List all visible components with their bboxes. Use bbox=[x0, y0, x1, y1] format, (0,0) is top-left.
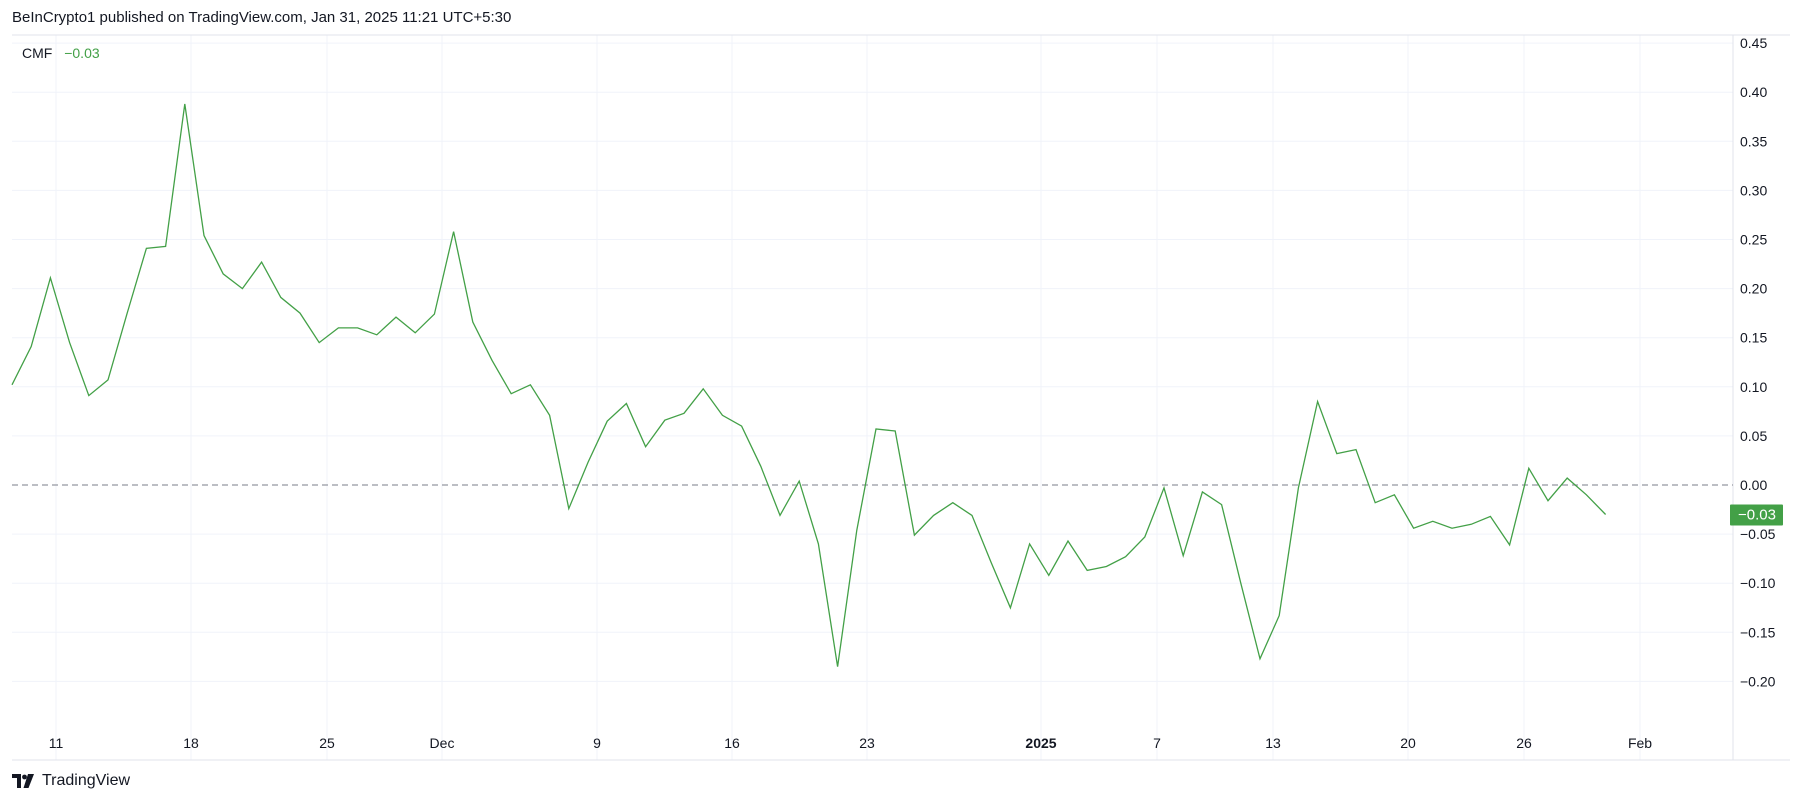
x-tick-label: 16 bbox=[724, 735, 740, 751]
y-tick-label: 0.05 bbox=[1740, 428, 1767, 444]
grid-lines bbox=[12, 35, 1733, 760]
x-tick-label: 2025 bbox=[1025, 735, 1056, 751]
y-tick-label: −0.20 bbox=[1740, 673, 1776, 689]
y-tick-label: 0.20 bbox=[1740, 281, 1767, 297]
x-tick-label: 13 bbox=[1265, 735, 1281, 751]
y-axis[interactable]: 0.45 0.40 0.35 0.30 0.25 0.20 0.15 0.10 0.05 0.00… bbox=[1740, 35, 1776, 689]
y-tick-label: −0.05 bbox=[1740, 526, 1776, 542]
tradingview-logo[interactable]: TradingView bbox=[12, 772, 130, 790]
y-tick-label: 0.25 bbox=[1740, 232, 1767, 248]
last-value-text: −0.03 bbox=[1738, 506, 1776, 523]
y-tick-label: 0.35 bbox=[1740, 133, 1767, 149]
x-tick-label: 7 bbox=[1153, 735, 1161, 751]
tradingview-logo-icon bbox=[12, 774, 34, 788]
cmf-series-line bbox=[11, 103, 1607, 667]
x-tick-label: Dec bbox=[430, 735, 455, 751]
x-tick-label: Feb bbox=[1628, 735, 1652, 751]
y-tick-label: 0.40 bbox=[1740, 84, 1767, 100]
x-tick-label: 26 bbox=[1516, 735, 1532, 751]
x-axis[interactable]: 11 18 25 Dec 9 16 23 2025 7 13 20 26 Feb bbox=[49, 735, 1653, 751]
brand-name: TradingView bbox=[42, 772, 131, 789]
publish-info: BeInCrypto1 published on TradingView.com… bbox=[12, 9, 512, 26]
x-tick-label: 20 bbox=[1400, 735, 1416, 751]
indicator-legend[interactable]: CMF −0.03 bbox=[22, 45, 100, 61]
y-tick-label: 0.15 bbox=[1740, 330, 1767, 346]
indicator-name: CMF bbox=[22, 45, 53, 61]
x-tick-label: 25 bbox=[319, 735, 335, 751]
x-tick-label: 11 bbox=[49, 735, 64, 751]
indicator-value: −0.03 bbox=[64, 45, 100, 61]
last-value-label: −0.03 bbox=[1730, 504, 1783, 526]
y-tick-label: 0.30 bbox=[1740, 182, 1767, 198]
x-tick-label: 23 bbox=[859, 735, 875, 751]
x-tick-label: 18 bbox=[183, 735, 199, 751]
y-tick-label: −0.10 bbox=[1740, 575, 1776, 591]
y-tick-label: 0.45 bbox=[1740, 35, 1767, 51]
y-tick-label: 0.10 bbox=[1740, 379, 1767, 395]
x-tick-label: 9 bbox=[593, 735, 601, 751]
y-tick-label: 0.00 bbox=[1740, 477, 1767, 493]
last-value-badge bbox=[1730, 504, 1783, 526]
y-tick-label: −0.15 bbox=[1740, 624, 1776, 640]
